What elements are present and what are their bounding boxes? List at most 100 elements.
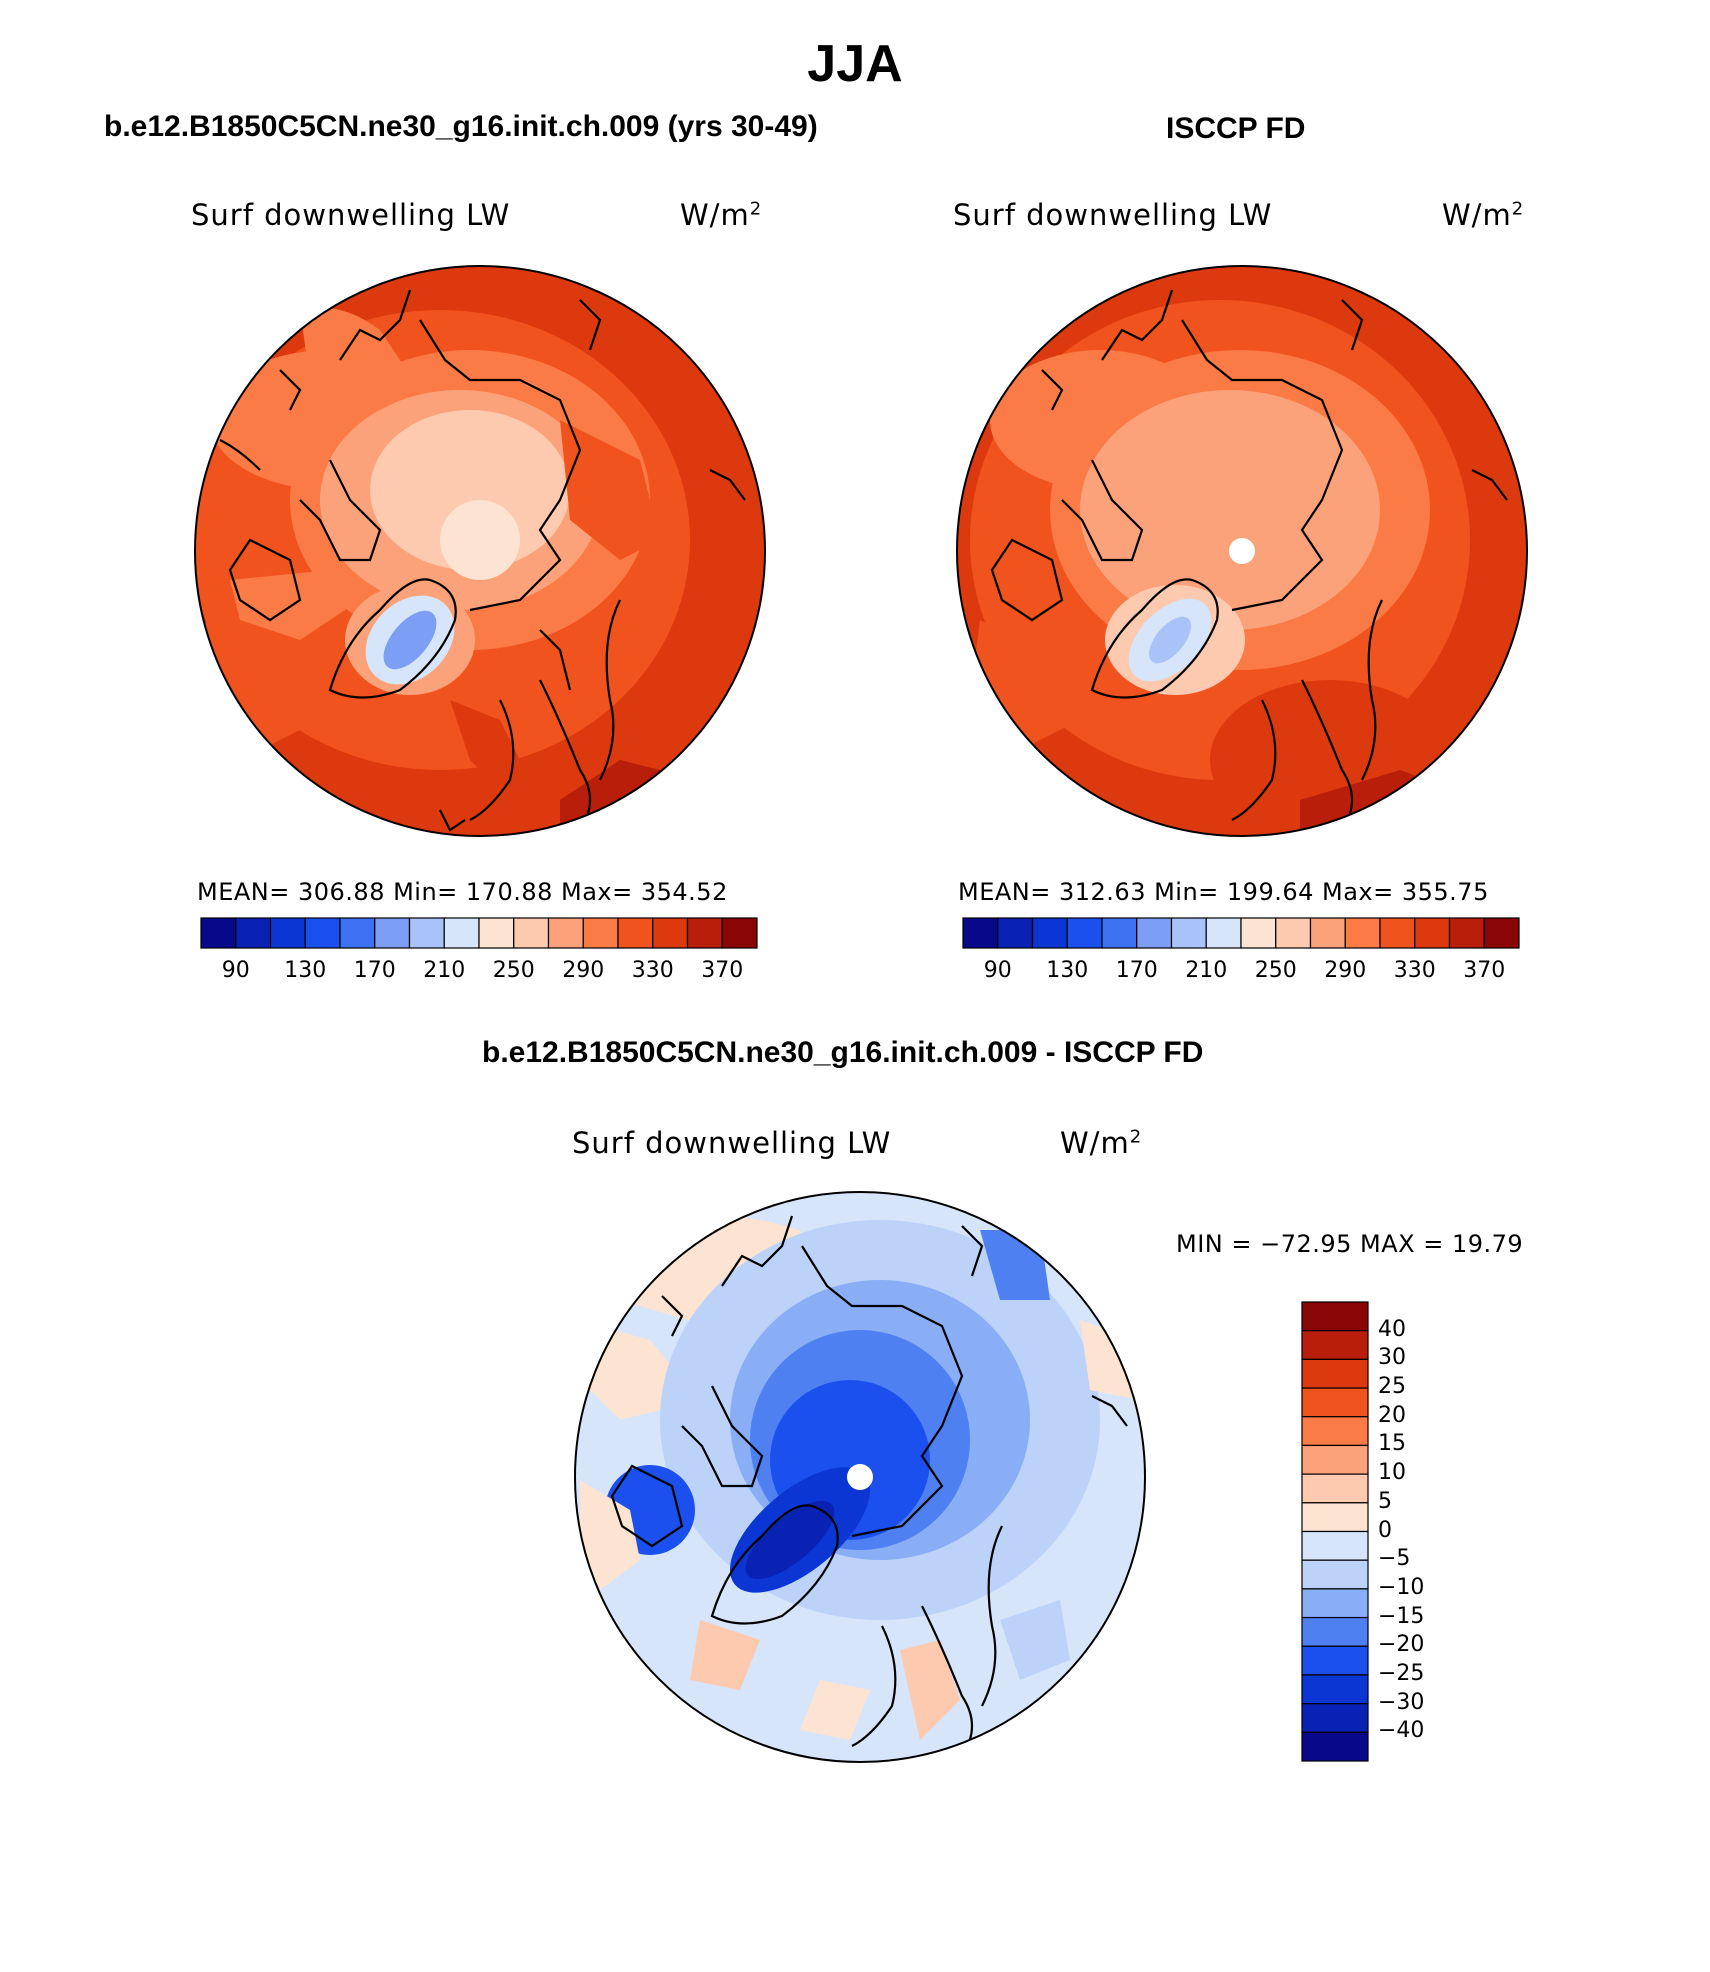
colorbar-2-swatch [1414, 917, 1451, 949]
colorbar-2-tick-label: 330 [1393, 958, 1436, 983]
colorbar-3-swatch [1301, 1473, 1369, 1504]
colorbar-2-tick-label: 130 [1046, 958, 1089, 983]
colorbar-3-tick-label: 5 [1378, 1488, 1392, 1514]
colorbar-3-swatch [1301, 1387, 1369, 1418]
panel-3-units-sup: 2 [1129, 1126, 1143, 1148]
colorbar-2-tick-label: 210 [1185, 958, 1228, 983]
colorbar-3-swatch [1301, 1674, 1369, 1705]
colorbar-3-tick-label: −15 [1378, 1603, 1425, 1629]
colorbar-3-tick-label: 20 [1378, 1402, 1406, 1428]
colorbar-panel-2 [962, 917, 1520, 949]
map-3-border [574, 1191, 1146, 1763]
panel-3-units-text: W/m [1060, 1126, 1130, 1160]
colorbar-2-swatch [1136, 917, 1173, 949]
colorbar-2-swatch [1240, 917, 1277, 949]
colorbar-2-swatch [1101, 917, 1138, 949]
panel-2-stats: MEAN= 312.63 Min= 199.64 Max= 355.75 [958, 878, 1489, 906]
panel-2-units: W/m2 [1442, 198, 1524, 232]
colorbar-3-swatch [1301, 1645, 1369, 1676]
map-1-coastlines [219, 289, 746, 832]
map-3-pole-hole [847, 1464, 873, 1490]
colorbar-2-swatch [1205, 917, 1242, 949]
colorbar-2-tick-label: 290 [1324, 958, 1367, 983]
colorbar-2-swatch [1170, 917, 1207, 949]
colorbar-3-swatch [1301, 1559, 1369, 1590]
colorbar-1-swatch [617, 917, 654, 949]
colorbar-1-swatch [443, 917, 480, 949]
colorbar-1-swatch [547, 917, 584, 949]
colorbar-3-tick-label: 0 [1378, 1517, 1392, 1543]
panel-3-variable: Surf downwelling LW [572, 1126, 892, 1160]
colorbar-2-tick-label: 90 [983, 958, 1012, 983]
panel-1-units: W/m2 [680, 198, 762, 232]
colorbar-3-swatch [1301, 1731, 1369, 1762]
colorbar-1-tick-label: 130 [284, 958, 327, 983]
colorbar-3-swatch [1301, 1703, 1369, 1733]
colorbar-2-tick-label: 170 [1115, 958, 1158, 983]
panel-3-units: W/m2 [1060, 1126, 1142, 1160]
colorbar-1-tick-label: 170 [353, 958, 396, 983]
map-2-field [957, 266, 1527, 836]
colorbar-1-tick-label: 210 [423, 958, 466, 983]
colorbar-2-swatch [1344, 917, 1381, 949]
colorbar-2-swatch [1379, 917, 1416, 949]
panel-3-stats: MIN = −72.95 MAX = 19.79 [1176, 1230, 1524, 1258]
colorbar-1-swatch [374, 917, 411, 949]
colorbar-1-swatch [721, 917, 758, 949]
map-3-coastlines [610, 1215, 1128, 1757]
colorbar-3-swatch [1301, 1502, 1369, 1533]
colorbar-3-tick-label: −30 [1378, 1689, 1425, 1715]
colorbar-1-swatch [513, 917, 550, 949]
colorbar-2-swatch [1483, 917, 1520, 949]
colorbar-3-tick-label: 25 [1378, 1374, 1406, 1400]
colorbar-1-tick-label: 290 [562, 958, 605, 983]
colorbar-1-swatch [582, 917, 619, 949]
colorbar-panel-3 [1301, 1301, 1369, 1762]
map-2-border [956, 265, 1528, 837]
colorbar-3-tick-label: −20 [1378, 1632, 1425, 1658]
colorbar-1-tick-label: 330 [631, 958, 674, 983]
colorbar-2-tick-label: 370 [1463, 958, 1506, 983]
colorbar-3-swatch [1301, 1358, 1369, 1389]
panel-3-title: b.e12.B1850C5CN.ne30_g16.init.ch.009 - I… [482, 1036, 1204, 1069]
colorbar-2-swatch [962, 917, 999, 949]
map-3-field [575, 1192, 1145, 1762]
colorbar-3-swatch [1301, 1444, 1369, 1475]
map-2-coastlines [990, 289, 1508, 831]
colorbar-3-swatch [1301, 1330, 1369, 1360]
colorbar-3-tick-label: 10 [1378, 1460, 1406, 1486]
colorbar-1-tick-label: 370 [701, 958, 744, 983]
colorbar-3-swatch [1301, 1530, 1369, 1561]
map-2-pole-hole [1229, 538, 1255, 564]
colorbar-3-tick-label: 15 [1378, 1431, 1406, 1457]
panel-2-title: ISCCP FD [1166, 112, 1306, 145]
figure-title: JJA [807, 35, 903, 93]
colorbar-3-swatch [1301, 1301, 1369, 1332]
colorbar-1-swatch [269, 917, 306, 949]
colorbar-3-swatch [1301, 1416, 1369, 1447]
colorbar-3-tick-label: −40 [1378, 1718, 1425, 1744]
colorbar-2-swatch [1066, 917, 1103, 949]
colorbar-2-swatch [1448, 917, 1485, 949]
colorbar-3-tick-label: −25 [1378, 1660, 1425, 1686]
colorbar-2-swatch [1275, 917, 1312, 949]
colorbar-1-swatch [235, 917, 272, 949]
colorbar-3-tick-label: 40 [1378, 1316, 1406, 1342]
colorbar-3-tick-label: −5 [1378, 1546, 1411, 1572]
panel-1-variable: Surf downwelling LW [191, 198, 511, 232]
panel-1-title: b.e12.B1850C5CN.ne30_g16.init.ch.009 (yr… [104, 110, 818, 143]
colorbar-1-swatch [652, 917, 689, 949]
colorbar-2-tick-label: 250 [1254, 958, 1297, 983]
panel-1-units-text: W/m [680, 198, 750, 232]
colorbar-2-swatch [997, 917, 1034, 949]
colorbar-1-tick-label: 250 [492, 958, 535, 983]
colorbar-1-swatch [686, 917, 723, 949]
panel-2-variable: Surf downwelling LW [953, 198, 1273, 232]
colorbar-panel-1 [200, 917, 758, 949]
map-1-border [194, 265, 766, 837]
panel-1-units-sup: 2 [749, 198, 763, 220]
panel-1-stats: MEAN= 306.88 Min= 170.88 Max= 354.52 [197, 878, 728, 906]
colorbar-1-swatch [304, 917, 341, 949]
map-1-field [195, 266, 765, 836]
